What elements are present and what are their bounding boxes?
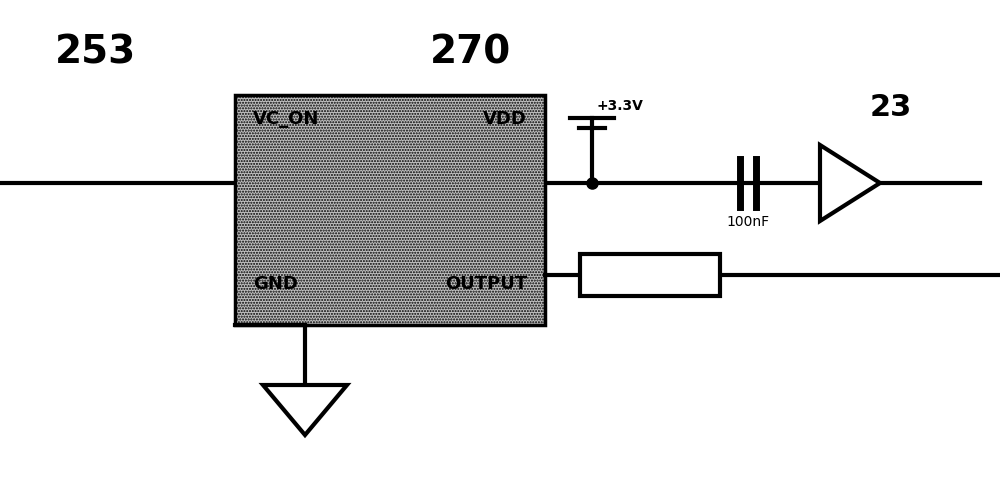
Text: VDD: VDD: [483, 110, 527, 128]
Text: 253: 253: [55, 33, 136, 71]
Polygon shape: [820, 145, 880, 221]
Text: OUTPUT: OUTPUT: [445, 275, 527, 293]
Text: VC_ON: VC_ON: [253, 110, 319, 128]
Text: 270: 270: [430, 33, 511, 71]
Bar: [235, 95, 545, 325]
Bar: [580, 254, 720, 296]
Text: 23: 23: [870, 93, 912, 122]
Polygon shape: [263, 385, 347, 435]
Text: GND: GND: [253, 275, 298, 293]
Text: 100nF: 100nF: [726, 215, 770, 229]
Text: +3.3V: +3.3V: [597, 99, 644, 113]
